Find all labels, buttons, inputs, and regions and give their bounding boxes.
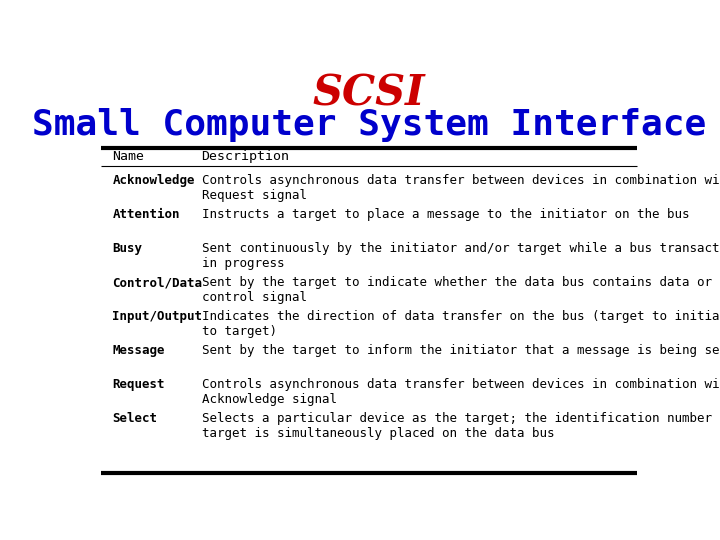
- Text: SCSI: SCSI: [312, 73, 426, 115]
- Text: Request: Request: [112, 379, 165, 392]
- Text: Select: Select: [112, 413, 157, 426]
- Text: Selects a particular device as the target; the identification number of the
targ: Selects a particular device as the targe…: [202, 413, 720, 441]
- Text: Name: Name: [112, 150, 144, 163]
- Text: Busy: Busy: [112, 242, 143, 255]
- Text: Acknowledge: Acknowledge: [112, 174, 195, 187]
- Text: Controls asynchronous data transfer between devices in combination with the
Requ: Controls asynchronous data transfer betw…: [202, 174, 720, 202]
- Text: Sent by the target to indicate whether the data bus contains data or a
control s: Sent by the target to indicate whether t…: [202, 276, 720, 304]
- Text: Small Computer System Interface: Small Computer System Interface: [32, 108, 706, 142]
- Text: Indicates the direction of data transfer on the bus (target to initiator or init: Indicates the direction of data transfer…: [202, 310, 720, 338]
- Text: Control/Data: Control/Data: [112, 276, 202, 289]
- Text: Attention: Attention: [112, 208, 180, 221]
- Text: Message: Message: [112, 344, 165, 357]
- Text: Input/Output: Input/Output: [112, 310, 202, 323]
- Text: Controls asynchronous data transfer between devices in combination with the
Ackn: Controls asynchronous data transfer betw…: [202, 379, 720, 406]
- Text: Description: Description: [202, 150, 289, 163]
- Text: Sent by the target to inform the initiator that a message is being sent on the d: Sent by the target to inform the initiat…: [202, 344, 720, 357]
- Text: Sent continuously by the initiator and/or target while a bus transaction is
in p: Sent continuously by the initiator and/o…: [202, 242, 720, 270]
- Text: Instructs a target to place a message to the initiator on the bus: Instructs a target to place a message to…: [202, 208, 689, 221]
